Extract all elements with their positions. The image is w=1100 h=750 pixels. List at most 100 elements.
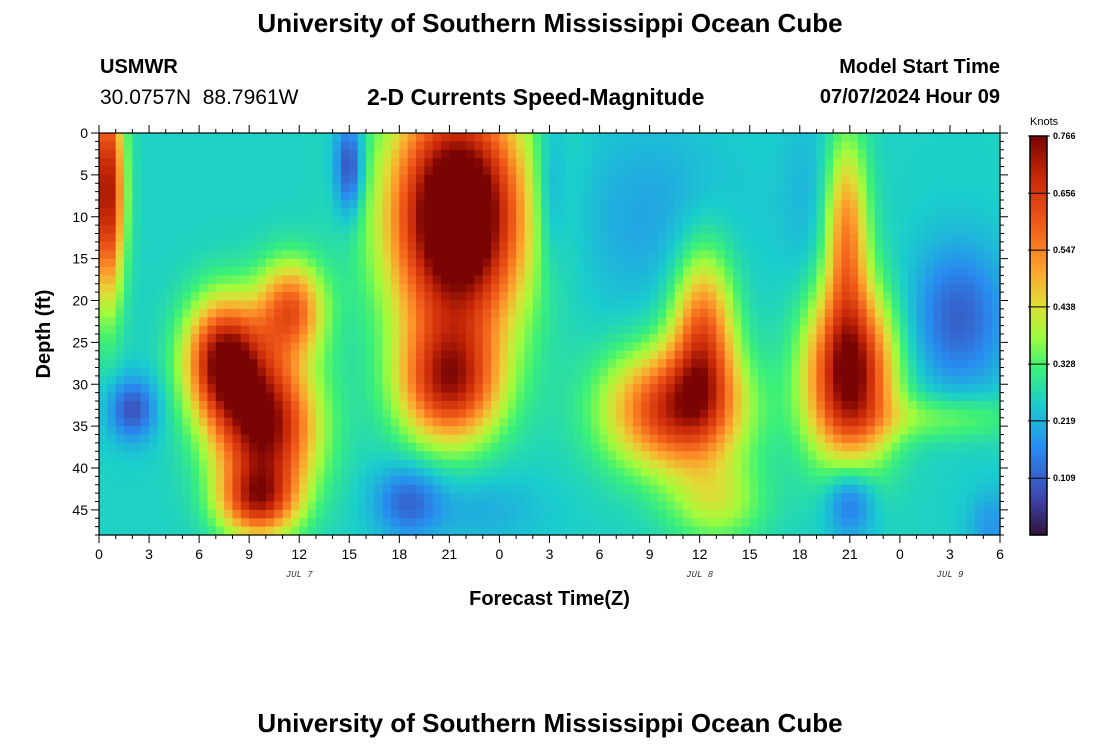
heatmap-cell bbox=[132, 267, 142, 276]
heatmap-cell bbox=[682, 392, 692, 402]
heatmap-cell bbox=[441, 141, 450, 151]
heatmap-cell bbox=[390, 267, 400, 276]
heatmap-cell bbox=[624, 200, 634, 209]
heatmap-cell bbox=[874, 442, 884, 452]
heatmap-cell bbox=[799, 216, 809, 226]
heatmap-cell bbox=[491, 308, 501, 318]
heatmap-cell bbox=[499, 509, 509, 519]
heatmap-cell bbox=[566, 174, 576, 184]
heatmap-cell bbox=[357, 317, 367, 327]
heatmap-cell bbox=[799, 275, 809, 285]
heatmap-cell bbox=[516, 476, 526, 486]
heatmap-cell bbox=[607, 434, 617, 444]
heatmap-cell bbox=[149, 208, 158, 218]
heatmap-cell bbox=[616, 317, 626, 327]
heatmap-cell bbox=[332, 468, 342, 477]
heatmap-cell bbox=[866, 451, 876, 461]
heatmap-cell bbox=[290, 342, 300, 352]
heatmap-cell bbox=[924, 451, 934, 461]
heatmap-cell bbox=[190, 233, 200, 243]
heatmap-cell bbox=[916, 233, 926, 243]
heatmap-cell bbox=[474, 342, 484, 352]
heatmap-cell bbox=[657, 283, 667, 293]
heatmap-cell bbox=[924, 275, 934, 285]
heatmap-cell bbox=[140, 459, 150, 469]
heatmap-cell bbox=[674, 191, 684, 201]
heatmap-cell bbox=[441, 442, 450, 452]
heatmap-cell bbox=[808, 409, 818, 419]
heatmap-cell bbox=[132, 283, 142, 293]
heatmap-cell bbox=[290, 141, 300, 151]
heatmap-cell bbox=[766, 133, 776, 142]
heatmap-cell bbox=[958, 308, 968, 318]
heatmap-cell bbox=[858, 300, 868, 310]
heatmap-cell bbox=[99, 283, 108, 293]
heatmap-cell bbox=[182, 158, 192, 168]
heatmap-cell bbox=[816, 200, 826, 209]
heatmap-cell bbox=[441, 292, 450, 302]
heatmap-cell bbox=[290, 384, 300, 394]
heatmap-cell bbox=[357, 233, 367, 243]
heatmap-cell bbox=[791, 283, 801, 293]
heatmap-cell bbox=[424, 166, 434, 176]
heatmap-cell bbox=[591, 375, 601, 385]
heatmap-cell bbox=[833, 183, 843, 193]
heatmap-cell bbox=[449, 509, 459, 519]
heatmap-cell bbox=[249, 375, 259, 385]
heatmap-cell bbox=[891, 375, 901, 385]
heatmap-cell bbox=[666, 225, 676, 235]
heatmap-cell bbox=[774, 267, 784, 276]
heatmap-cell bbox=[649, 526, 659, 536]
heatmap-cell bbox=[582, 174, 592, 184]
heatmap-cell bbox=[382, 459, 392, 469]
heatmap-cell bbox=[207, 308, 217, 318]
heatmap-cell bbox=[799, 392, 809, 402]
heatmap-cell bbox=[791, 308, 801, 318]
heatmap-cell bbox=[224, 342, 234, 352]
heatmap-cell bbox=[607, 359, 617, 369]
heatmap-cell bbox=[407, 468, 417, 477]
heatmap-cell bbox=[265, 241, 275, 251]
heatmap-cell bbox=[824, 501, 834, 511]
heatmap-cell bbox=[232, 250, 242, 260]
heatmap-cell bbox=[591, 250, 601, 260]
heatmap-cell bbox=[574, 308, 584, 318]
heatmap-cell bbox=[808, 375, 818, 385]
heatmap-cell bbox=[874, 359, 884, 369]
heatmap-cell bbox=[182, 174, 192, 184]
heatmap-cell bbox=[249, 166, 259, 176]
heatmap-cell bbox=[716, 325, 726, 335]
heatmap-cell bbox=[699, 375, 709, 385]
heatmap-cell bbox=[791, 409, 801, 419]
heatmap-cell bbox=[374, 493, 384, 503]
heatmap-cell bbox=[265, 208, 275, 218]
heatmap-cell bbox=[382, 409, 392, 419]
heatmap-cell bbox=[274, 342, 284, 352]
heatmap-cell bbox=[257, 292, 267, 302]
heatmap-cell bbox=[107, 225, 117, 235]
heatmap-cell bbox=[582, 342, 592, 352]
heatmap-cell bbox=[699, 158, 709, 168]
heatmap-cell bbox=[482, 451, 492, 461]
heatmap-cell bbox=[407, 275, 417, 285]
heatmap-cell bbox=[265, 334, 275, 343]
heatmap-cell bbox=[307, 375, 317, 385]
heatmap-cell bbox=[699, 208, 709, 218]
heatmap-cell bbox=[224, 250, 234, 260]
heatmap-cell bbox=[274, 200, 284, 209]
heatmap-cell bbox=[315, 342, 325, 352]
heatmap-cell bbox=[466, 241, 476, 251]
heatmap-cell bbox=[507, 484, 517, 494]
heatmap-cell bbox=[382, 300, 392, 310]
heatmap-cell bbox=[924, 417, 934, 427]
heatmap-cell bbox=[482, 401, 492, 410]
heatmap-cell bbox=[149, 174, 158, 184]
heatmap-cell bbox=[582, 442, 592, 452]
heatmap-cell bbox=[424, 183, 434, 193]
heatmap-cell bbox=[549, 384, 559, 394]
heatmap-cell bbox=[858, 367, 868, 377]
heatmap-cell bbox=[657, 166, 667, 176]
heatmap-cell bbox=[716, 133, 726, 142]
heatmap-cell bbox=[741, 459, 751, 469]
heatmap-cell bbox=[582, 526, 592, 536]
